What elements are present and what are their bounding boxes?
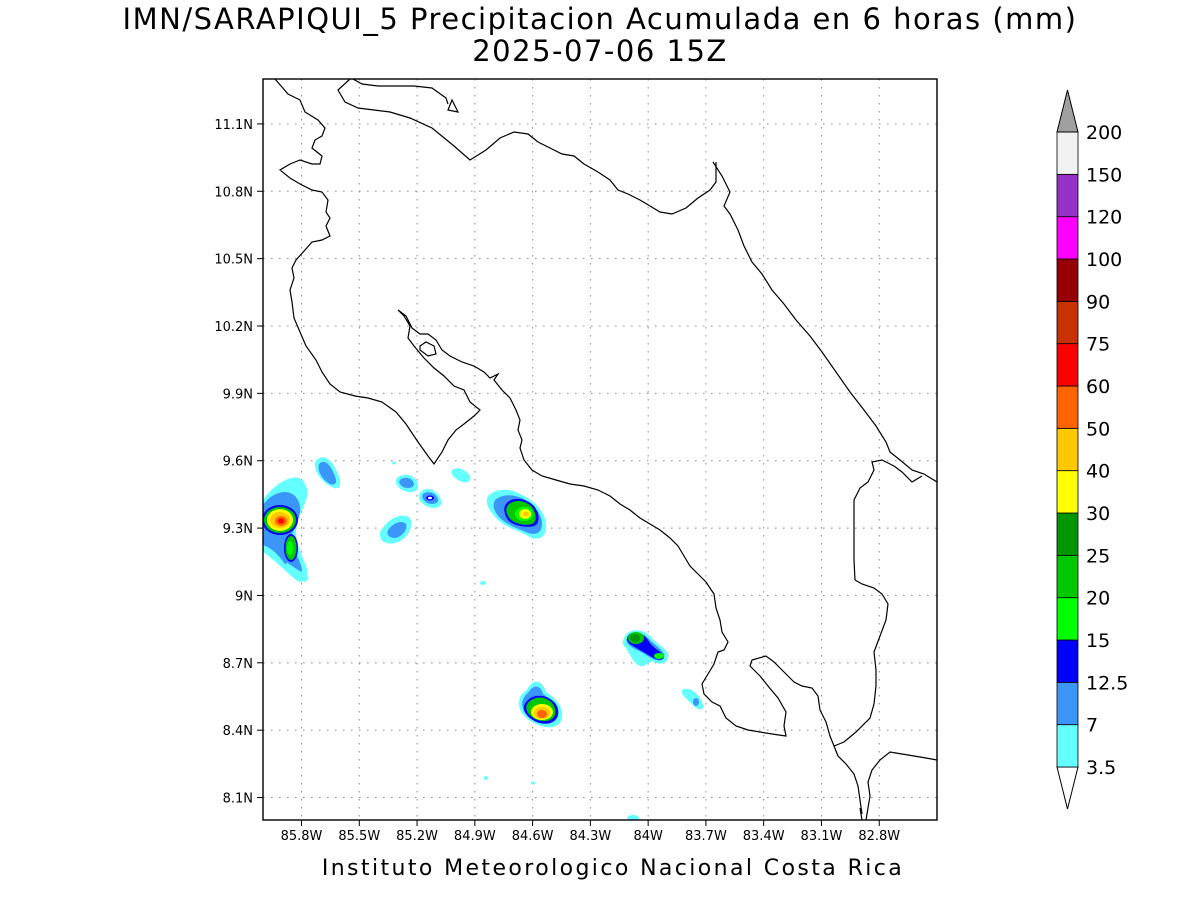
- colorbar-label: 50: [1086, 418, 1110, 440]
- map-axes: 11.1N 10.8N 10.5N 10.2N 9.9N 9.6N 9.3N 9N 8.7N 8.…: [214, 118, 900, 844]
- colorbar-swatch: [1056, 385, 1079, 429]
- colorbar-swatch: [1056, 639, 1079, 683]
- lat-tick-label: 10.2N: [214, 320, 253, 335]
- lon-tick-label: 84.6W: [512, 829, 554, 844]
- precip-cell: [314, 457, 341, 489]
- colorbar-swatch: [1056, 554, 1079, 599]
- lon-tick-label: 85.8W: [281, 829, 323, 844]
- map-frame: [262, 78, 938, 821]
- precip-cell: [263, 477, 309, 583]
- colorbar-swatch: [1056, 173, 1079, 218]
- precip-cell: [486, 489, 546, 539]
- lat-tick-label: 9N: [235, 589, 253, 604]
- colorbar-swatch: [1056, 131, 1079, 175]
- colorbar-label: 100: [1086, 249, 1122, 271]
- lat-tick-label: 9.6N: [223, 455, 253, 470]
- colorbar-label: 25: [1086, 545, 1110, 567]
- lon-tick-label: 85.5W: [338, 829, 380, 844]
- lon-tick-label: 83.1W: [801, 829, 843, 844]
- colorbar-label: 90: [1086, 291, 1110, 313]
- precip-cell: [418, 489, 442, 508]
- lat-tick-label: 9.9N: [223, 387, 253, 402]
- lat-tick-label: 11.1N: [214, 118, 253, 133]
- colorbar-label: 30: [1086, 503, 1110, 525]
- colorbar-swatch: [1056, 427, 1079, 472]
- colorbar-label: 40: [1086, 461, 1110, 483]
- chart-subtitle-datetime: 2025-07-06 15Z: [472, 34, 728, 68]
- colorbar-label: 120: [1086, 207, 1122, 229]
- precip-cell: [622, 630, 669, 667]
- colorbar-label: 150: [1086, 164, 1122, 186]
- colorbar: 3.5 7 12.5 15 20 25 30 40 50 60 75 90 100 120 150 200: [1056, 89, 1128, 810]
- colorbar-label: 200: [1086, 122, 1122, 144]
- colorbar-swatch: [1056, 597, 1079, 641]
- lon-tick-label: 84.3W: [569, 829, 611, 844]
- colorbar-swatch: [1056, 724, 1079, 768]
- lat-tick-label: 9.3N: [223, 522, 253, 537]
- lon-tick-label: 83.4W: [743, 829, 785, 844]
- coastline: [274, 79, 937, 820]
- lat-tick-label: 10.5N: [214, 253, 253, 268]
- lon-tick-label: 84W: [633, 829, 663, 844]
- precip-cell: [395, 474, 419, 492]
- colorbar-swatch: [1056, 216, 1079, 260]
- colorbar-label: 60: [1086, 376, 1110, 398]
- map-grid: [263, 79, 937, 820]
- precip-cell: [518, 681, 563, 728]
- colorbar-label: 20: [1086, 588, 1110, 610]
- precip-cell: [681, 688, 704, 710]
- colorbar-label: 12.5: [1086, 672, 1128, 694]
- colorbar-swatch: [1056, 300, 1079, 345]
- precip-cell: [392, 461, 639, 820]
- colorbar-swatch: [1056, 258, 1079, 302]
- colorbar-label: 75: [1086, 334, 1110, 356]
- lon-tick-label: 84.9W: [454, 829, 496, 844]
- lat-tick-label: 8.7N: [223, 657, 253, 672]
- lon-tick-label: 85.2W: [396, 829, 438, 844]
- colorbar-swatch: [1056, 512, 1079, 556]
- colorbar-swatch: [1056, 343, 1079, 387]
- colorbar-swatch: [1056, 470, 1079, 514]
- precipitation-field: [263, 457, 704, 820]
- lat-tick-label: 10.8N: [214, 185, 253, 200]
- lat-tick-label: 8.4N: [223, 724, 253, 739]
- colorbar-over-triangle: [1056, 89, 1079, 133]
- precip-cell: [379, 515, 412, 544]
- colorbar-swatch: [1056, 681, 1079, 726]
- lon-tick-label: 83.7W: [685, 829, 727, 844]
- colorbar-under-triangle: [1056, 766, 1079, 810]
- lon-tick-label: 82.8W: [858, 829, 900, 844]
- chart-title: IMN/SARAPIQUI_5 Precipitacion Acumulada …: [122, 2, 1078, 36]
- colorbar-label: 7: [1086, 715, 1098, 737]
- lat-tick-label: 8.1N: [223, 792, 253, 807]
- footer-credit: Instituto Meteorologico Nacional Costa R…: [321, 856, 905, 881]
- colorbar-label: 15: [1086, 630, 1110, 652]
- colorbar-label: 3.5: [1086, 757, 1116, 779]
